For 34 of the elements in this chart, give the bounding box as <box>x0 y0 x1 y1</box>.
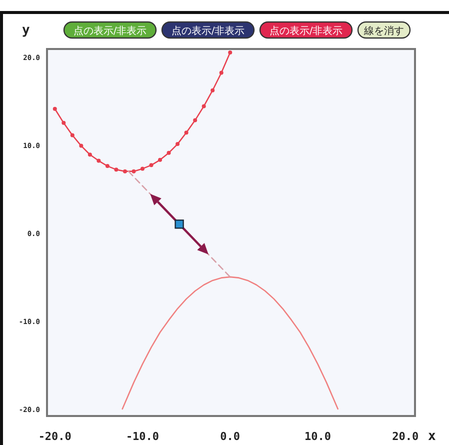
point <box>228 50 232 55</box>
x-tick-label: 20.0 <box>392 430 419 443</box>
point <box>52 106 57 111</box>
x-tick-label: 0.0 <box>220 430 240 443</box>
y-axis-title: y <box>22 23 30 38</box>
button: 点の表示/非表示 <box>259 21 353 39</box>
x-tick-label: 10.0 <box>304 430 331 443</box>
point <box>70 133 74 138</box>
x-tick-label: -20.0 <box>38 430 72 443</box>
point <box>184 130 188 135</box>
point <box>122 169 127 174</box>
button: 点の表示/非表示 <box>63 21 157 39</box>
point <box>174 220 184 229</box>
point <box>158 158 162 162</box>
line-series <box>122 276 339 410</box>
point <box>140 166 145 171</box>
button: 点の表示/非表示 <box>161 21 255 39</box>
point <box>88 152 92 157</box>
point <box>149 163 154 168</box>
point <box>202 104 206 108</box>
button: 線を消す <box>357 21 411 39</box>
point <box>62 120 66 125</box>
point <box>132 169 136 174</box>
x-tick-label: -10.0 <box>126 430 160 443</box>
point <box>219 70 224 75</box>
point <box>96 158 101 163</box>
point <box>114 168 118 172</box>
point <box>166 150 171 155</box>
point <box>176 142 180 146</box>
point <box>79 144 84 148</box>
point <box>105 164 110 168</box>
point <box>193 118 198 122</box>
point <box>210 88 215 92</box>
x-axis-title: x <box>428 429 436 444</box>
